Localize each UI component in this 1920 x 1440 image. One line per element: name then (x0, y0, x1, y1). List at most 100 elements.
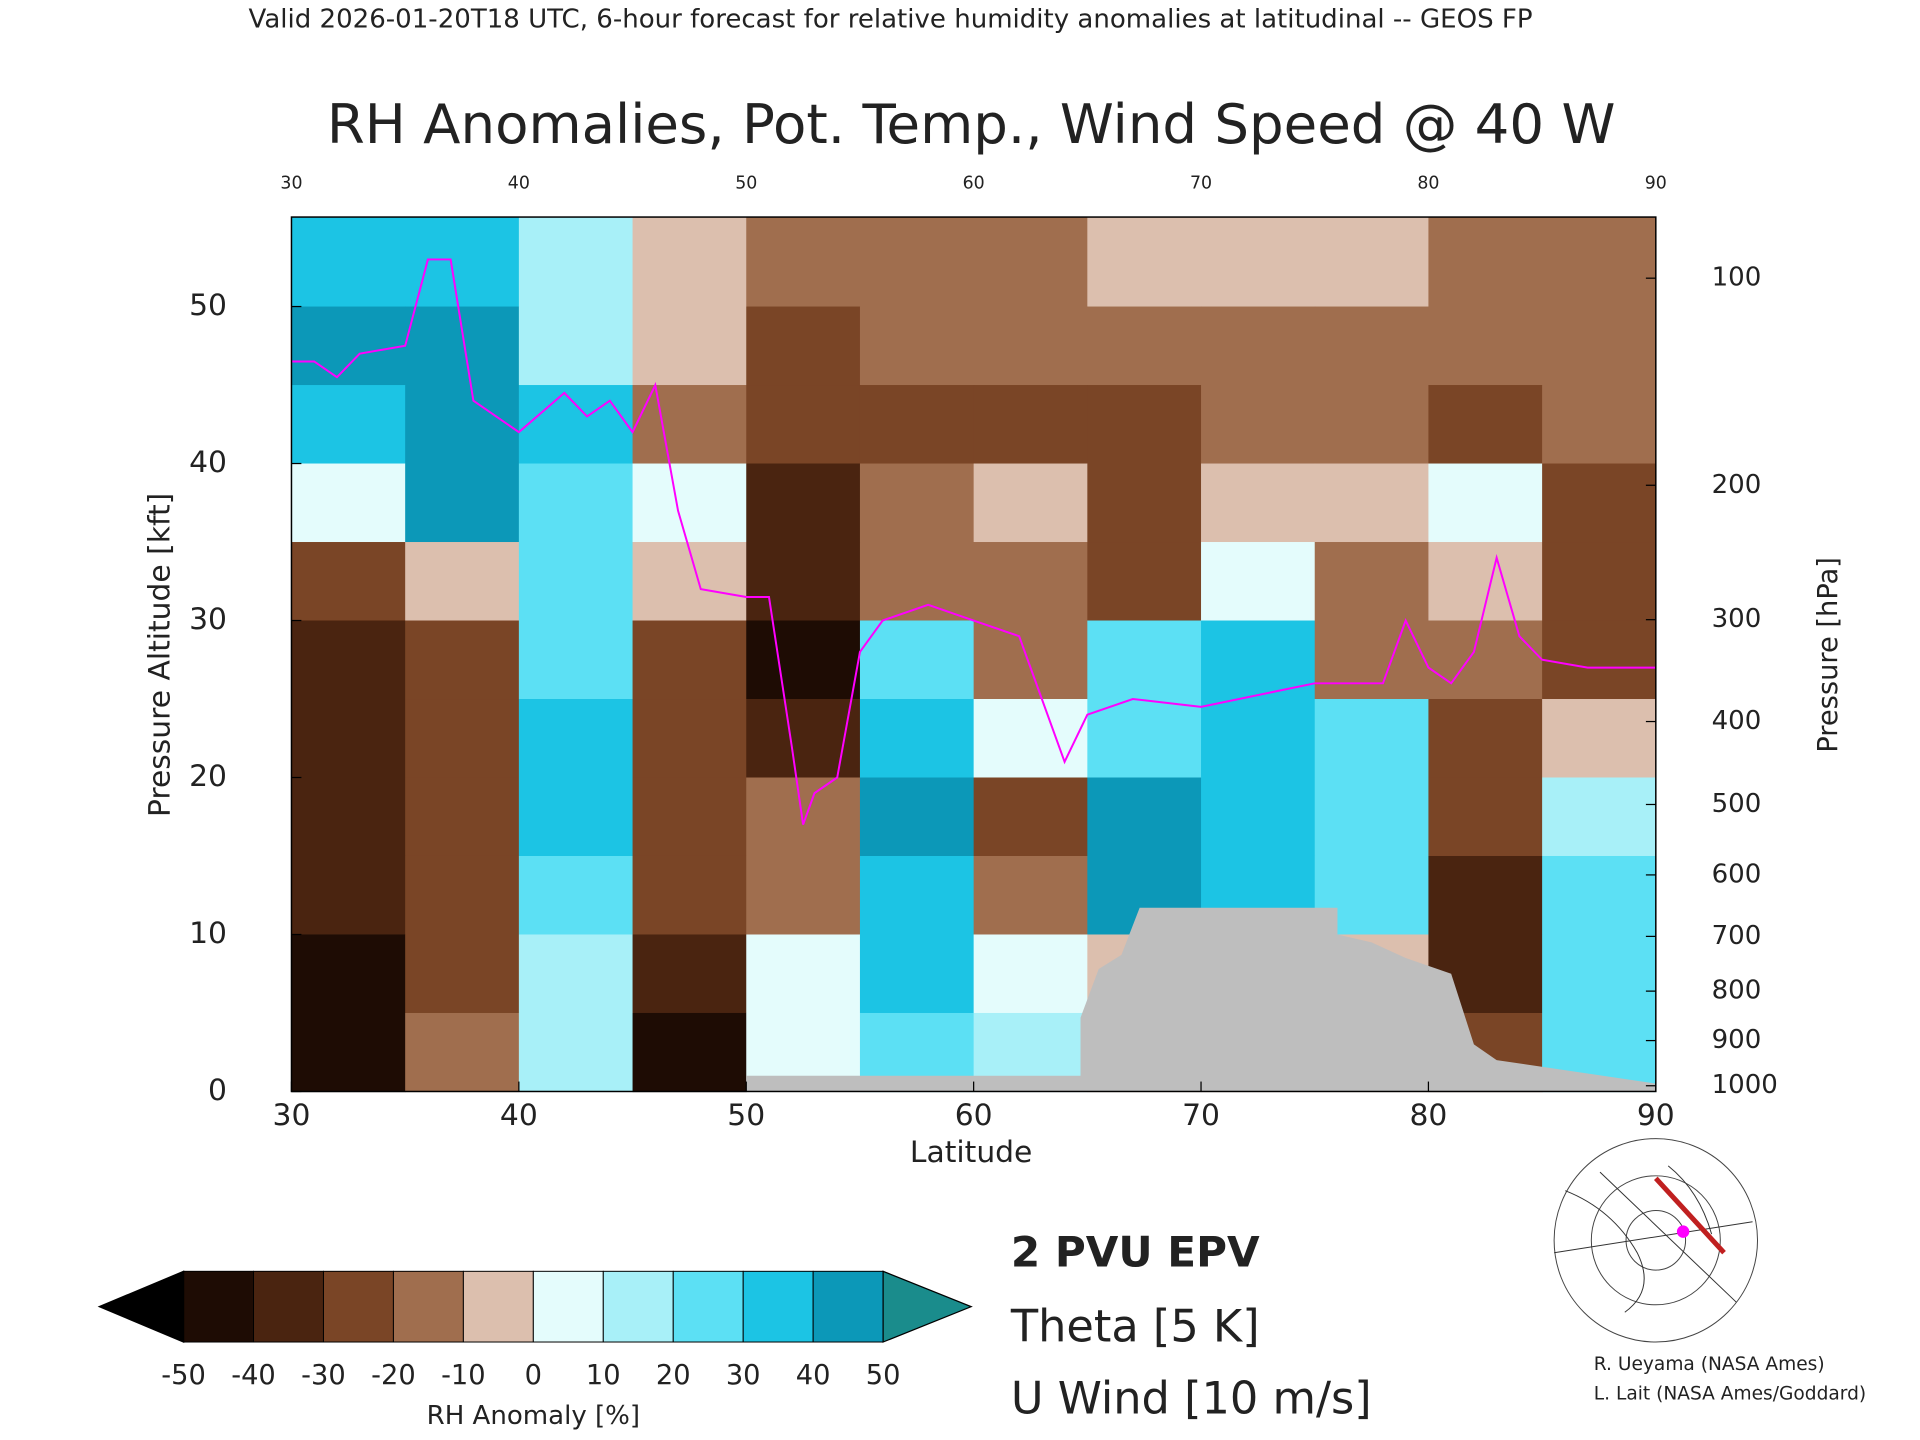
x-tick-label: 30 (273, 1098, 311, 1133)
header: Valid 2026-01-20T18 UTC, 6-hour forecast… (249, 4, 1533, 34)
rh-cell (973, 934, 1088, 1014)
rh-cell (859, 934, 975, 1014)
rh-cell (405, 699, 520, 779)
rh-cell (405, 777, 520, 857)
x-tick-label: 50 (727, 1098, 765, 1133)
rh-cell (518, 934, 634, 1014)
rh-cell (1314, 620, 1430, 700)
rh-cell (632, 777, 747, 857)
rh-cell (746, 542, 861, 622)
rh-cell (1314, 777, 1430, 857)
rh-cell (291, 620, 406, 700)
rh-cell (405, 620, 520, 700)
colorbar-box (462, 1270, 534, 1343)
rh-cell (746, 699, 861, 779)
rh-cell (632, 217, 747, 308)
y-tick-label: 50 (189, 288, 227, 323)
rh-cell (632, 855, 747, 936)
rh-cell (405, 934, 520, 1014)
rh-cell (405, 217, 520, 308)
rh-cell (973, 542, 1088, 622)
x-tick-label: 80 (1409, 1098, 1447, 1133)
rh-cell (1201, 217, 1316, 308)
x-top-tick-label: 50 (735, 174, 757, 194)
rh-cell (1201, 699, 1316, 779)
rh-cell (1201, 542, 1316, 622)
rh-cell (632, 385, 747, 465)
rh-cell (1201, 306, 1316, 386)
rh-cell (1314, 217, 1430, 308)
rh-cell (632, 620, 747, 700)
colorbar-box (392, 1270, 464, 1343)
rh-cell (746, 463, 861, 543)
rh-cell (1542, 217, 1657, 308)
marks (291, 258, 1656, 1092)
y2-tick-label: 700 (1712, 921, 1762, 951)
colorbar-tick-label: 20 (656, 1360, 691, 1391)
inset-circle (1590, 1175, 1721, 1306)
rh-cell (859, 620, 975, 700)
rh-cell (1428, 777, 1543, 857)
x-axis-label: Latitude (910, 1135, 1032, 1170)
inset-coast (1554, 1165, 1753, 1313)
rh-cell (746, 385, 861, 465)
rh-cell (746, 306, 861, 386)
y2-tick-label: 500 (1712, 789, 1762, 819)
x-top-tick-label: 90 (1645, 174, 1667, 194)
rh-cell (518, 463, 634, 543)
rh-cell (1314, 542, 1430, 622)
rh-cell (518, 306, 634, 386)
rh-cell (291, 777, 406, 857)
rh-cell (632, 306, 747, 386)
rh-cell (291, 1012, 406, 1093)
rh-cell (1542, 463, 1657, 543)
colorbar-tick-label: -30 (301, 1360, 346, 1391)
inset-track (1653, 1176, 1726, 1255)
x-tick-label: 70 (1182, 1098, 1220, 1133)
rh-cell (973, 217, 1088, 308)
x-tick-label: 60 (955, 1098, 993, 1133)
colorbar-over (882, 1270, 973, 1343)
rh-cell (746, 934, 861, 1014)
colorbar-tick-label: 50 (866, 1360, 901, 1391)
y-tick-label: 30 (189, 602, 227, 637)
y2-tick-label: 300 (1712, 604, 1762, 634)
colorbar-tick-label: 10 (586, 1360, 621, 1391)
rh-cell (1314, 699, 1430, 779)
x-top-tick-label: 30 (280, 174, 302, 194)
x-tick-label: 90 (1637, 1098, 1675, 1133)
rh-cell (1314, 385, 1430, 465)
rh-cell (859, 699, 975, 779)
rh-cell (405, 1012, 520, 1093)
inset-point (1676, 1225, 1690, 1238)
rh-cell (1087, 699, 1202, 779)
rh-cell (1542, 777, 1657, 857)
colorbar-label: RH Anomaly [%] (427, 1401, 640, 1431)
rh-cell (1201, 620, 1316, 700)
rh-cell (1542, 306, 1657, 386)
x-top-tick-label: 80 (1417, 174, 1439, 194)
rh-cell (291, 306, 406, 386)
credit: L. Lait (NASA Ames/Goddard) (1594, 1384, 1866, 1405)
rh-cell (632, 463, 747, 543)
y2-tick-label: 800 (1712, 976, 1762, 1006)
x-top-tick-label: 60 (963, 174, 985, 194)
rh-cell (405, 463, 520, 543)
rh-cell (518, 699, 634, 779)
colorbar-tick-label: -40 (231, 1360, 276, 1391)
rh-cell (291, 855, 406, 936)
rh-cell (632, 542, 747, 622)
x-top-tick-label: 40 (508, 174, 530, 194)
rh-cell (1542, 542, 1657, 622)
rh-cell (291, 934, 406, 1014)
rh-cell (632, 699, 747, 779)
rh-cell (1201, 463, 1316, 543)
rh-cell (859, 463, 975, 543)
rh-cell (1542, 699, 1657, 779)
rh-cell (405, 385, 520, 465)
y-tick-label: 0 (208, 1073, 227, 1108)
rh-cell (1542, 385, 1657, 465)
rh-cell (859, 217, 975, 308)
rh-cell (1087, 306, 1202, 386)
colorbar-box (602, 1270, 674, 1343)
